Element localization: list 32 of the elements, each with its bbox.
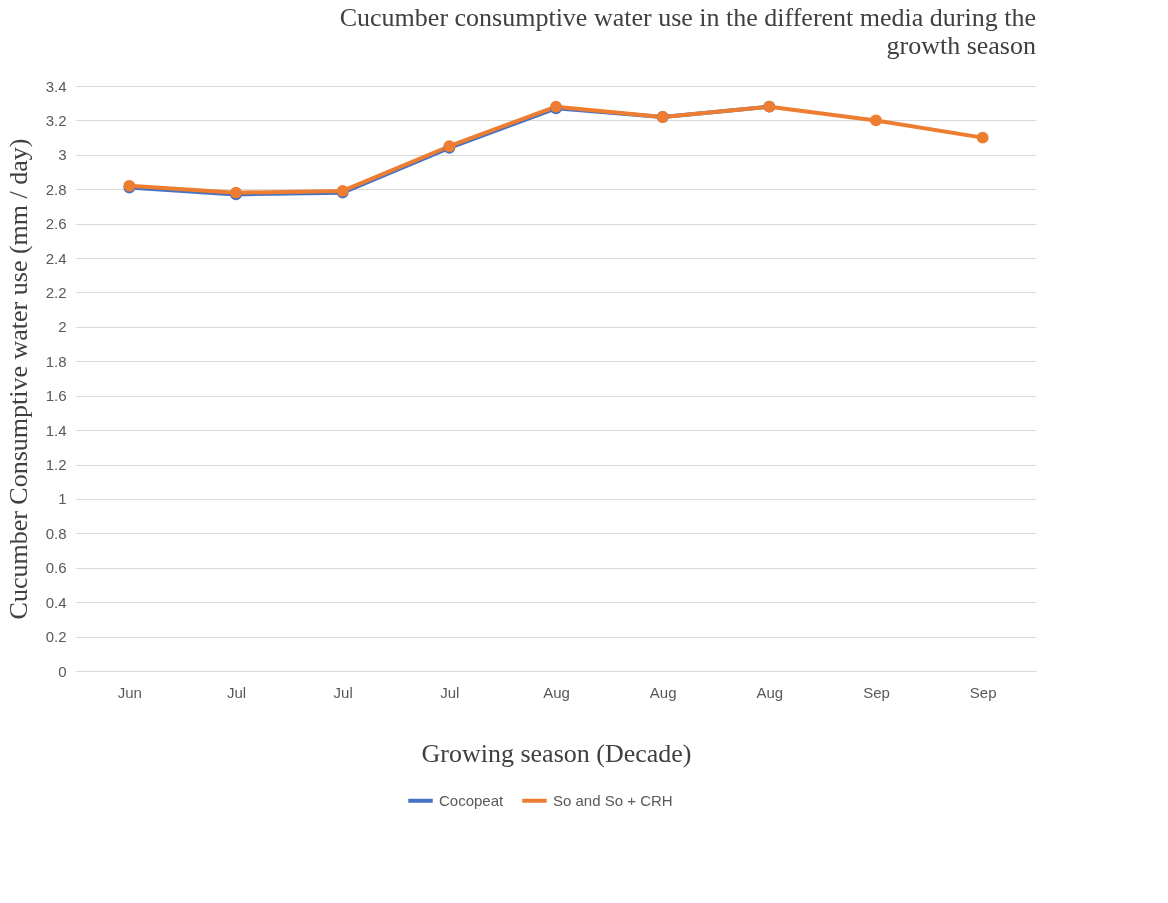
- y-tick-label: 1.2: [45, 456, 67, 474]
- y-tick-label: 0: [58, 662, 67, 680]
- y-tick-label: 0.4: [45, 593, 67, 611]
- y-tick-label: 1.4: [45, 421, 67, 439]
- y-tick-label: 1.8: [45, 352, 67, 370]
- legend-label: So and So + CRH: [553, 791, 673, 809]
- y-tick-label: 0.8: [45, 524, 67, 542]
- y-tick-label: 2: [58, 318, 67, 336]
- y-tick-label: 2.4: [45, 249, 67, 267]
- x-tick-label: Sep: [969, 683, 997, 701]
- x-tick-label: Jul: [226, 683, 247, 701]
- y-tick-label: 0.6: [45, 559, 67, 577]
- y-tick-label: 3.4: [45, 77, 67, 95]
- y-tick-label: 1.6: [45, 387, 67, 405]
- y-tick-label: 2.6: [45, 215, 67, 233]
- x-tick-label: Aug: [756, 683, 784, 701]
- y-tick-label: 3.2: [45, 111, 67, 129]
- x-axis-title: Growing season (Decade): [421, 738, 692, 768]
- x-tick-label: Sep: [863, 683, 890, 701]
- x-tick-label: Jun: [117, 683, 142, 701]
- y-tick-label: 1: [58, 490, 67, 508]
- y-tick-label: 2.8: [45, 180, 67, 198]
- x-tick-label: Jul: [440, 683, 460, 701]
- y-tick-label: 3: [58, 146, 67, 164]
- y-tick-label: 2.2: [45, 283, 67, 301]
- x-tick-label: Aug: [543, 683, 570, 701]
- legend-label: Cocopeat: [439, 791, 505, 809]
- x-tick-label: Jul: [333, 683, 353, 701]
- chart-title: Cucumber consumptive water use in the different media during the growth season: [339, 3, 1036, 60]
- x-tick-label: Aug: [649, 683, 677, 701]
- y-axis-title: Cucumber Consumptive water use (mm / day): [3, 138, 33, 620]
- y-tick-label: 0.2: [45, 628, 67, 646]
